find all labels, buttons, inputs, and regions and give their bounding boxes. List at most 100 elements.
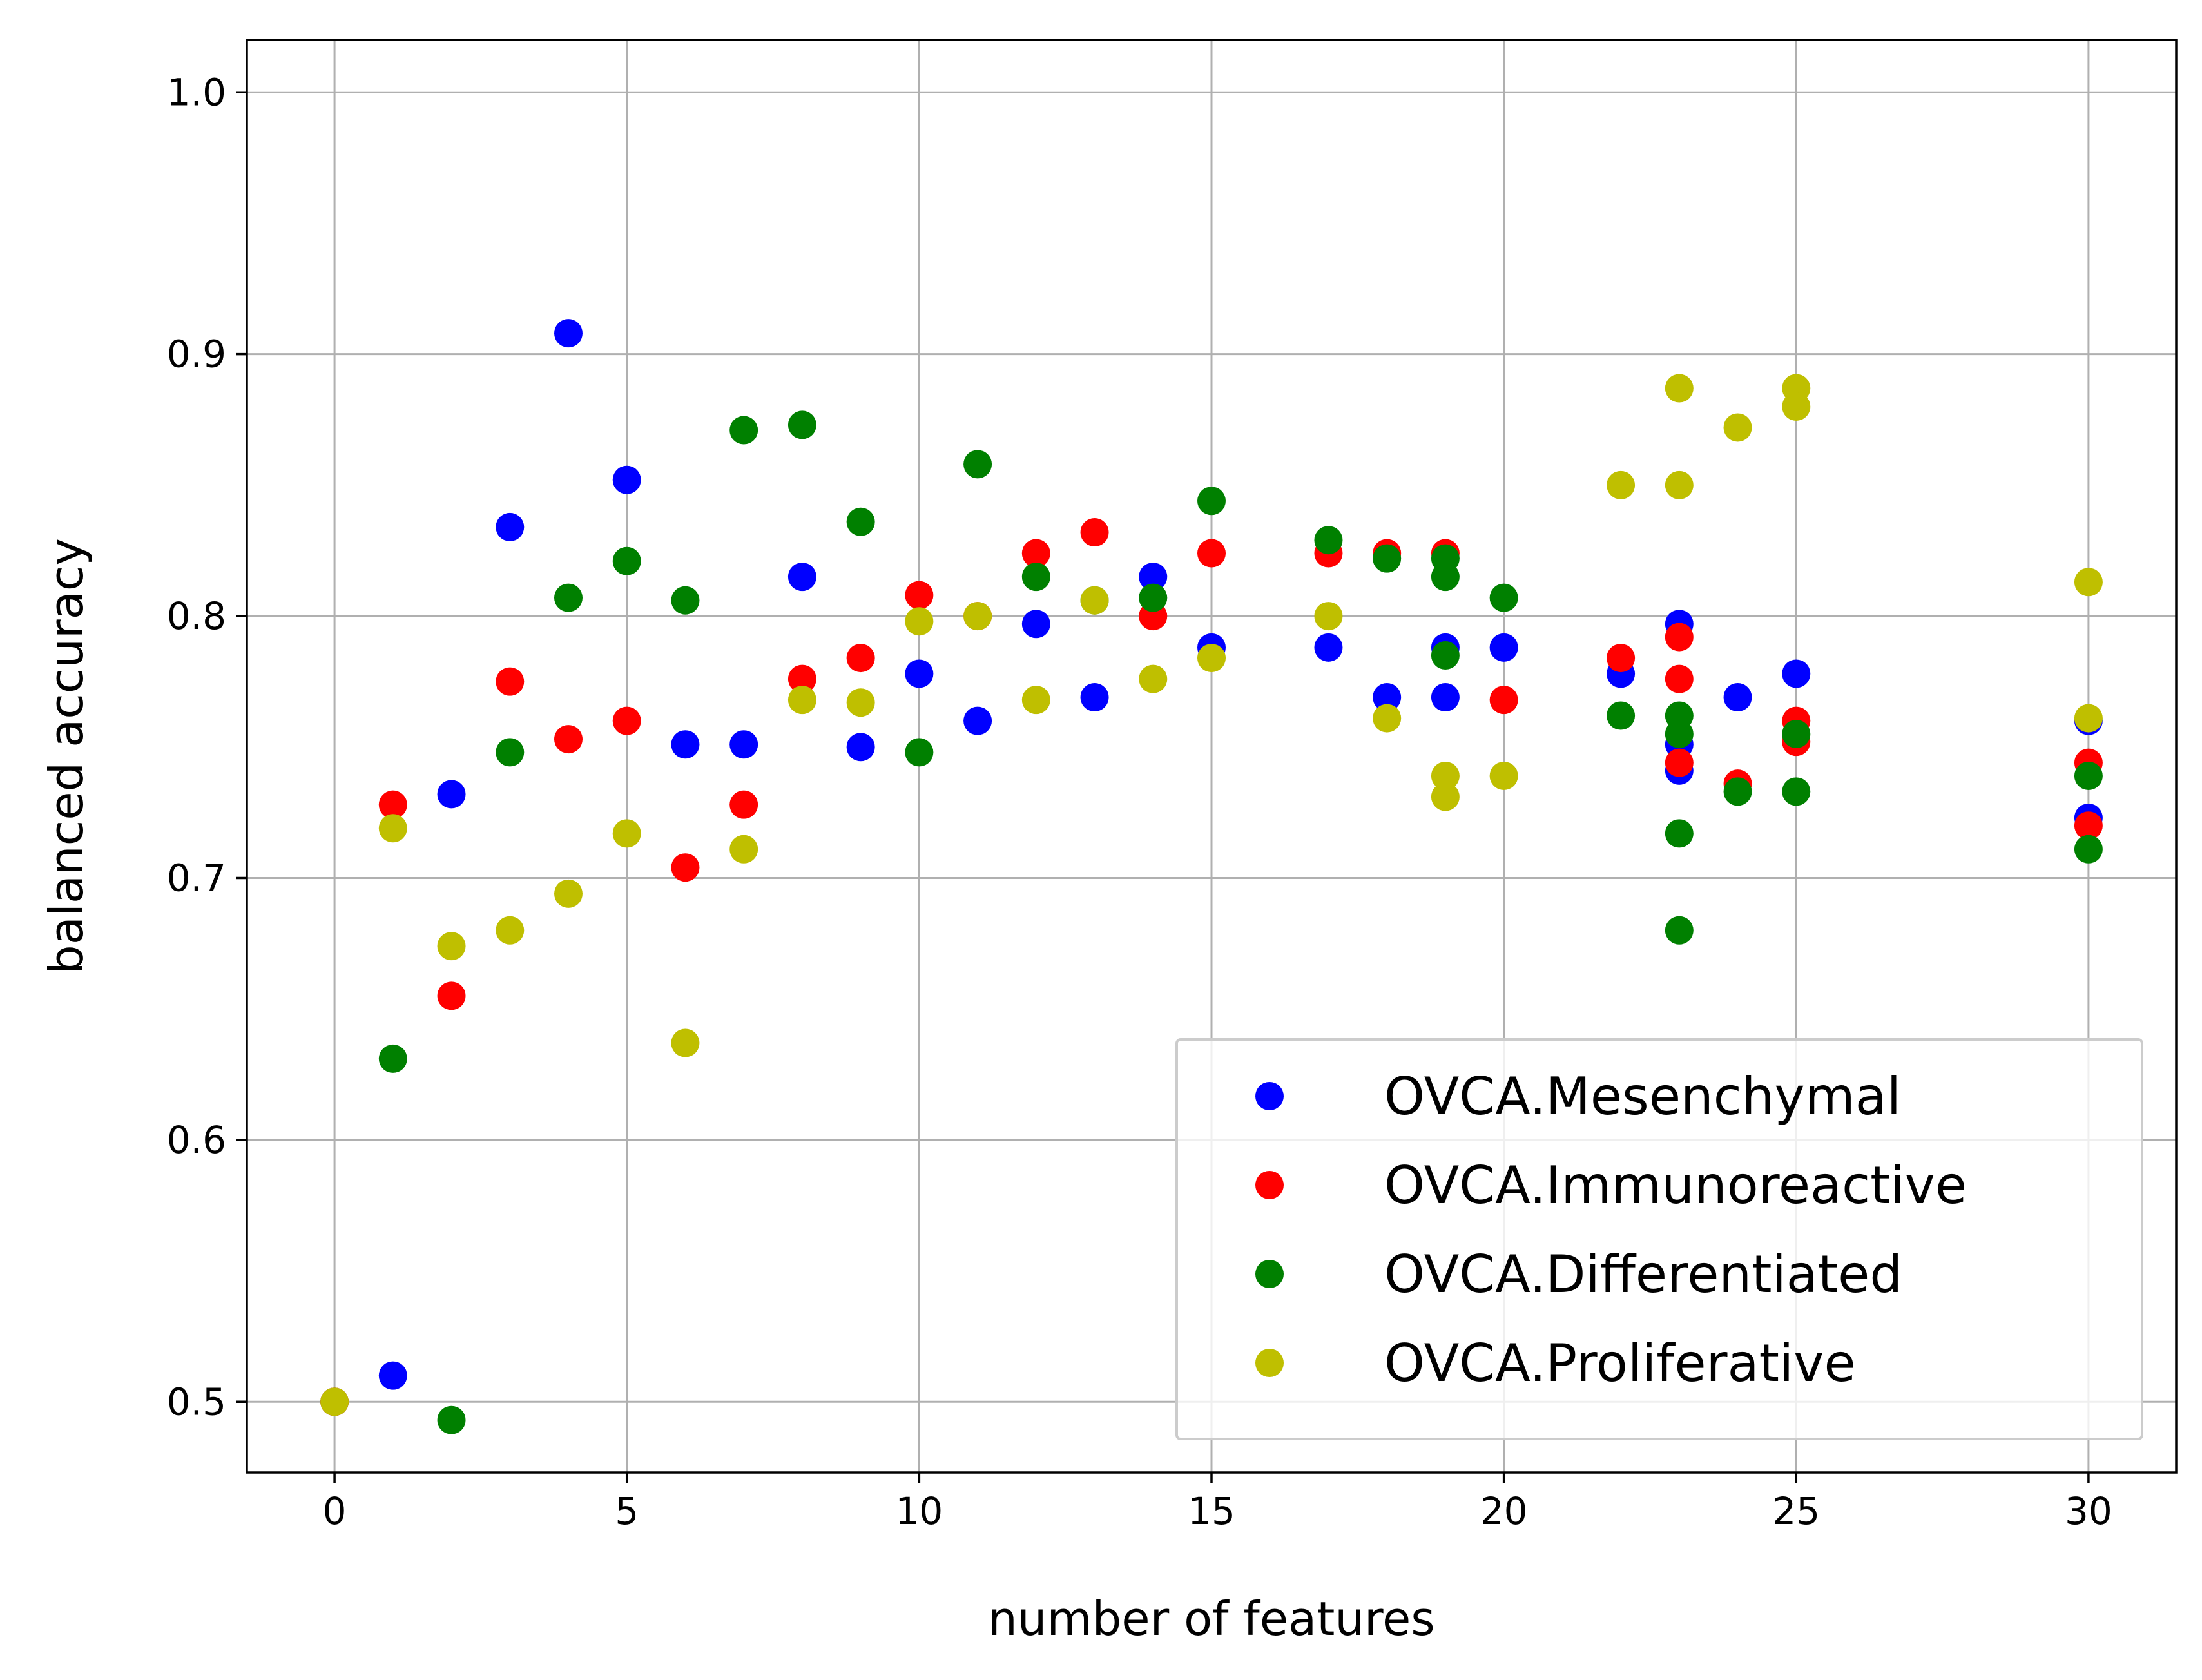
data-point: [729, 790, 758, 819]
data-point: [2074, 568, 2103, 597]
data-point: [905, 607, 934, 636]
legend-marker: [1255, 1349, 1284, 1377]
data-point: [963, 706, 992, 735]
data-point: [1373, 544, 1402, 573]
x-axis-label: number of features: [988, 1592, 1435, 1646]
legend-label: OVCA.Differentiated: [1384, 1244, 1902, 1304]
data-point: [963, 450, 992, 479]
data-point: [1197, 487, 1226, 516]
y-tick-label: 0.7: [167, 856, 226, 900]
data-point: [378, 1361, 407, 1390]
data-point: [2074, 761, 2103, 790]
data-point: [1665, 719, 1694, 748]
data-point: [1782, 777, 1811, 806]
data-point: [2074, 704, 2103, 733]
y-axis-ticks: 0.5 0.6 0.7 0.8 0.9 1.0: [167, 70, 247, 1424]
data-point: [1080, 518, 1109, 547]
data-point: [1431, 683, 1460, 712]
data-point: [1021, 539, 1050, 568]
x-tick-label: 10: [895, 1489, 943, 1533]
data-point: [1314, 602, 1343, 631]
data-point: [1782, 659, 1811, 688]
data-point: [320, 1387, 349, 1416]
data-point: [1489, 761, 1518, 790]
legend-entry: OVCA.Differentiated: [1255, 1244, 1902, 1304]
data-point: [905, 581, 934, 610]
data-point: [496, 738, 525, 767]
data-point: [1489, 633, 1518, 662]
data-point: [1665, 623, 1694, 652]
x-tick-label: 5: [615, 1489, 639, 1533]
legend-marker: [1255, 1260, 1284, 1288]
data-point: [1489, 583, 1518, 612]
legend-marker: [1255, 1082, 1284, 1110]
x-tick-label: 0: [323, 1489, 347, 1533]
data-point: [1431, 563, 1460, 592]
x-axis-ticks: 0 5 10 15 20 25 30: [323, 1472, 2112, 1533]
data-point: [1021, 563, 1050, 592]
data-point: [671, 586, 700, 615]
data-point: [1314, 526, 1343, 555]
data-point: [729, 730, 758, 759]
data-point: [496, 667, 525, 696]
data-point: [846, 644, 875, 673]
data-point: [612, 706, 641, 735]
data-point: [787, 563, 816, 592]
data-point: [554, 583, 583, 612]
data-point: [671, 730, 700, 759]
y-tick-label: 0.9: [167, 333, 226, 376]
data-point: [1723, 683, 1752, 712]
data-point: [378, 814, 407, 843]
data-point: [1665, 819, 1694, 848]
data-point: [1431, 782, 1460, 811]
data-point: [846, 507, 875, 536]
data-point: [612, 465, 641, 494]
legend: OVCA.Mesenchymal OVCA.Immunoreactive OVC…: [1175, 1038, 2143, 1440]
data-point: [2074, 835, 2103, 864]
data-point: [1080, 683, 1109, 712]
y-axis-label: balanced accuracy: [39, 538, 93, 974]
data-point: [905, 738, 934, 767]
data-point: [846, 733, 875, 762]
x-tick-label: 20: [1480, 1489, 1528, 1533]
data-point: [1782, 392, 1811, 421]
data-point: [787, 686, 816, 715]
data-point: [1723, 777, 1752, 806]
data-point: [729, 835, 758, 864]
data-point: [1021, 610, 1050, 639]
data-point: [1373, 683, 1402, 712]
legend-label: OVCA.Mesenchymal: [1384, 1067, 1901, 1126]
data-point: [1431, 761, 1460, 790]
data-point: [1665, 748, 1694, 777]
legend-entry: OVCA.Immunoreactive: [1255, 1155, 1967, 1215]
data-point: [1373, 704, 1402, 733]
data-point: [1665, 374, 1694, 403]
y-tick-label: 0.6: [167, 1118, 226, 1162]
data-point: [1197, 644, 1226, 673]
data-point: [437, 932, 466, 961]
legend-label: OVCA.Proliferative: [1384, 1333, 1856, 1393]
data-point: [437, 780, 466, 809]
data-point: [554, 319, 583, 348]
legend-label: OVCA.Immunoreactive: [1384, 1155, 1967, 1215]
data-point: [554, 879, 583, 908]
data-point: [1197, 539, 1226, 568]
y-tick-label: 0.5: [167, 1380, 226, 1424]
data-point: [612, 819, 641, 848]
data-point: [1139, 664, 1168, 693]
data-point: [1723, 413, 1752, 442]
data-point: [1314, 633, 1343, 662]
x-tick-label: 25: [1772, 1489, 1820, 1533]
data-point: [1021, 686, 1050, 715]
data-points: [320, 319, 2103, 1434]
data-point: [554, 725, 583, 754]
data-point: [1607, 644, 1636, 673]
data-point: [1080, 586, 1109, 615]
data-point: [1139, 563, 1168, 592]
data-point: [963, 602, 992, 631]
data-point: [1665, 470, 1694, 499]
data-point: [2074, 811, 2103, 840]
legend-marker: [1255, 1171, 1284, 1199]
data-point: [787, 410, 816, 439]
